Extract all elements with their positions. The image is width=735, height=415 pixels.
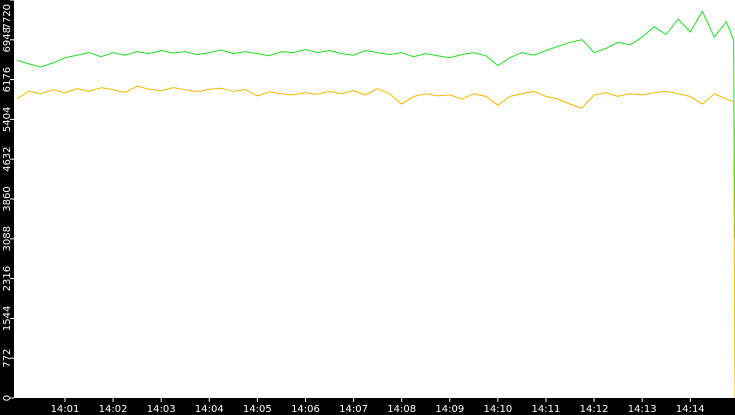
- x-tick-label: 14:03: [147, 404, 176, 415]
- y-tick-label: 6948: [2, 27, 13, 52]
- series-line: [16, 85, 735, 399]
- x-tick-label: 14:07: [339, 404, 368, 415]
- x-tick-label: 14:10: [483, 404, 512, 415]
- y-tick-label: 3860: [2, 186, 13, 211]
- x-tick-label: 14:05: [243, 404, 272, 415]
- x-tick-label: 14:11: [532, 404, 561, 415]
- y-tick-label: 7720: [2, 4, 13, 29]
- y-tick-label: 3088: [2, 226, 13, 251]
- x-tick-label: 14:09: [435, 404, 464, 415]
- x-tick-label: 14:01: [51, 404, 80, 415]
- x-axis-band: [0, 398, 735, 415]
- y-tick-label: 1544: [2, 306, 13, 331]
- x-tick-label: 14:06: [291, 404, 320, 415]
- x-tick-label: 14:08: [387, 404, 416, 415]
- x-tick-label: 14:12: [580, 404, 609, 415]
- y-tick-label: 4632: [2, 146, 13, 171]
- y-axis-band: [0, 0, 14, 415]
- y-tick-label: 2316: [2, 266, 13, 291]
- x-tick-label: 14:02: [99, 404, 128, 415]
- series-line: [16, 10, 735, 239]
- y-tick-label: 0: [2, 395, 13, 401]
- x-tick-label: 14:13: [628, 404, 657, 415]
- y-tick-label: 5404: [2, 107, 13, 132]
- y-tick-label: 6176: [2, 67, 13, 92]
- y-tick-label: 772: [2, 349, 13, 368]
- x-tick-label: 14:14: [676, 404, 705, 415]
- x-tick-label: 14:04: [195, 404, 224, 415]
